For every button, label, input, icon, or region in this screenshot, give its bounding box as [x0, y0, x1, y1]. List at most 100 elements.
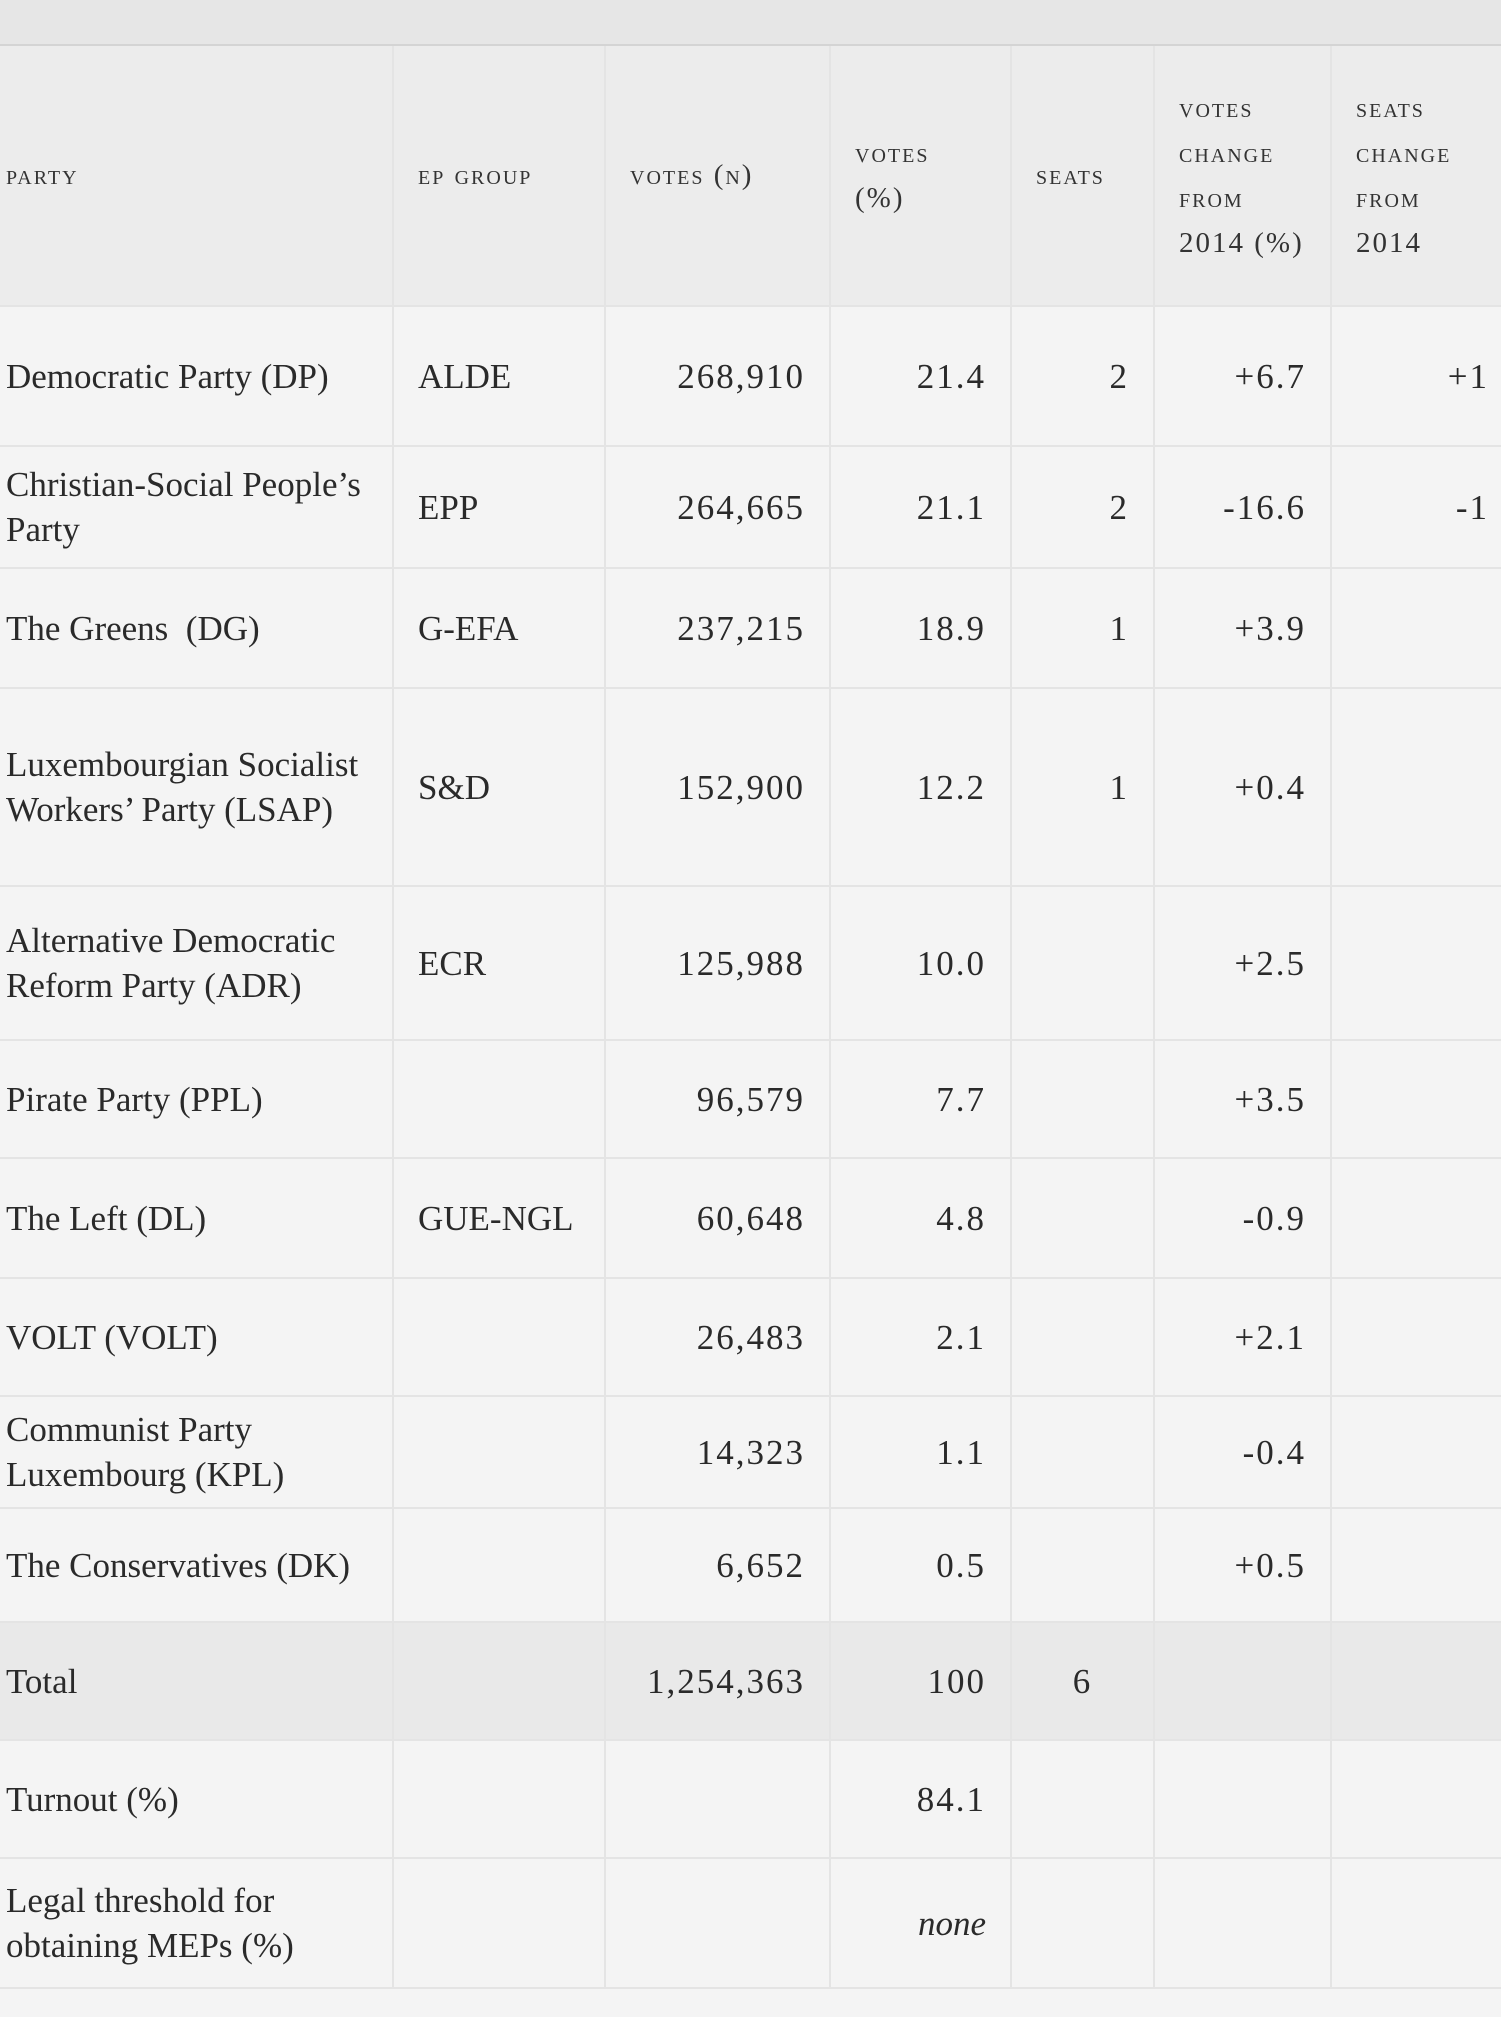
threshold-label: Legal threshold for obtaining MEPs (%)	[0, 1858, 394, 1989]
votes-change: +3.9	[1154, 568, 1332, 689]
turnout-value: 84.1	[830, 1740, 1012, 1859]
votes-pct: 10.0	[830, 886, 1012, 1041]
threshold-row: Legal threshold for obtaining MEPs (%) n…	[0, 1858, 1501, 1989]
table-row: Democratic Party (DP) ALDE 268,910 21.4 …	[0, 306, 1501, 447]
votes-change: -0.4	[1154, 1396, 1332, 1509]
party-name: Communist Party Luxembourg (KPL)	[0, 1396, 394, 1509]
total-label: Total	[0, 1622, 394, 1741]
seats	[1011, 886, 1155, 1041]
header-votes-n: VOTES (N)	[605, 46, 831, 307]
ep-group: ECR	[393, 886, 606, 1041]
party-name: The Conservatives (DK)	[0, 1508, 394, 1623]
header-votes-pct: VOTES (%)	[830, 46, 1012, 307]
votes-n: 26,483	[605, 1278, 831, 1397]
seats-change	[1331, 886, 1501, 1041]
votes-n: 6,652	[605, 1508, 831, 1623]
seats: 2	[1011, 306, 1155, 447]
votes-change: +2.5	[1154, 886, 1332, 1041]
seats: 1	[1011, 568, 1155, 689]
table-row: VOLT (VOLT) 26,483 2.1 +2.1	[0, 1278, 1501, 1397]
threshold-value: none	[830, 1858, 1012, 1989]
votes-change: +2.1	[1154, 1278, 1332, 1397]
votes-change: +6.7	[1154, 306, 1332, 447]
ep-group: ALDE	[393, 306, 606, 447]
election-results-table: PARTY EP GROUP VOTES (N) VOTES (%) SEATS…	[0, 46, 1501, 1989]
header-row: PARTY EP GROUP VOTES (N) VOTES (%) SEATS…	[0, 46, 1501, 307]
caption-bar	[0, 0, 1501, 46]
ep-group	[393, 1040, 606, 1159]
votes-change: +3.5	[1154, 1040, 1332, 1159]
ep-group: S&D	[393, 688, 606, 887]
seats: 2	[1011, 446, 1155, 569]
ep-group	[393, 1278, 606, 1397]
header-seats-change: SEATS CHANGE FROM 2014	[1331, 46, 1501, 307]
seats	[1011, 1040, 1155, 1159]
total-row: Total 1,254,363 100 6	[0, 1622, 1501, 1741]
votes-n: 14,323	[605, 1396, 831, 1509]
total-votes-n: 1,254,363	[605, 1622, 831, 1741]
votes-pct: 12.2	[830, 688, 1012, 887]
votes-change: +0.4	[1154, 688, 1332, 887]
seats-change	[1331, 1040, 1501, 1159]
table-row: The Conservatives (DK) 6,652 0.5 +0.5	[0, 1508, 1501, 1623]
party-name: The Greens (DG)	[0, 568, 394, 689]
votes-change: -16.6	[1154, 446, 1332, 569]
seats-change	[1331, 1158, 1501, 1279]
ep-group	[393, 1396, 606, 1509]
seats-change: -1	[1331, 446, 1501, 569]
table-row: Luxembourgian Socialist Workers’ Party (…	[0, 688, 1501, 887]
party-name: Luxembourgian Socialist Workers’ Party (…	[0, 688, 394, 887]
party-name: VOLT (VOLT)	[0, 1278, 394, 1397]
header-seats: SEATS	[1011, 46, 1155, 307]
seats-change	[1331, 688, 1501, 887]
total-seats: 6	[1011, 1622, 1155, 1741]
party-name: Democratic Party (DP)	[0, 306, 394, 447]
seats: 1	[1011, 688, 1155, 887]
votes-pct: 7.7	[830, 1040, 1012, 1159]
table-row: Alternative Democratic Reform Party (ADR…	[0, 886, 1501, 1041]
turnout-label: Turnout (%)	[0, 1740, 394, 1859]
votes-pct: 1.1	[830, 1396, 1012, 1509]
votes-pct: 21.1	[830, 446, 1012, 569]
total-seats-change	[1331, 1622, 1501, 1741]
seats-change	[1331, 1396, 1501, 1509]
seats	[1011, 1396, 1155, 1509]
total-votes-change	[1154, 1622, 1332, 1741]
turnout-row: Turnout (%) 84.1	[0, 1740, 1501, 1859]
votes-n: 237,215	[605, 568, 831, 689]
total-ep-group	[393, 1622, 606, 1741]
table-row: Pirate Party (PPL) 96,579 7.7 +3.5	[0, 1040, 1501, 1159]
party-name: Alternative Democratic Reform Party (ADR…	[0, 886, 394, 1041]
seats-change: +1	[1331, 306, 1501, 447]
votes-n: 264,665	[605, 446, 831, 569]
table-row: The Greens (DG) G-EFA 237,215 18.9 1 +3.…	[0, 568, 1501, 689]
votes-n: 60,648	[605, 1158, 831, 1279]
ep-group: EPP	[393, 446, 606, 569]
header-votes-change: VOTES CHANGE FROM 2014 (%)	[1154, 46, 1332, 307]
ep-group: GUE-NGL	[393, 1158, 606, 1279]
table-row: Communist Party Luxembourg (KPL) 14,323 …	[0, 1396, 1501, 1509]
votes-pct: 18.9	[830, 568, 1012, 689]
ep-group: G-EFA	[393, 568, 606, 689]
votes-n: 152,900	[605, 688, 831, 887]
seats	[1011, 1508, 1155, 1623]
seats-change	[1331, 1508, 1501, 1623]
party-name: Christian-Social People’s Party	[0, 446, 394, 569]
table-header: PARTY EP GROUP VOTES (N) VOTES (%) SEATS…	[0, 46, 1501, 307]
votes-change: +0.5	[1154, 1508, 1332, 1623]
votes-pct: 21.4	[830, 306, 1012, 447]
table-row: Christian-Social People’s Party EPP 264,…	[0, 446, 1501, 569]
table-row: The Left (DL) GUE-NGL 60,648 4.8 -0.9	[0, 1158, 1501, 1279]
header-party: PARTY	[0, 46, 394, 307]
ep-group	[393, 1508, 606, 1623]
seats	[1011, 1158, 1155, 1279]
votes-n: 125,988	[605, 886, 831, 1041]
party-name: The Left (DL)	[0, 1158, 394, 1279]
total-votes-pct: 100	[830, 1622, 1012, 1741]
party-name: Pirate Party (PPL)	[0, 1040, 394, 1159]
header-ep-group: EP GROUP	[393, 46, 606, 307]
votes-n: 96,579	[605, 1040, 831, 1159]
votes-pct: 2.1	[830, 1278, 1012, 1397]
seats-change	[1331, 568, 1501, 689]
votes-pct: 4.8	[830, 1158, 1012, 1279]
